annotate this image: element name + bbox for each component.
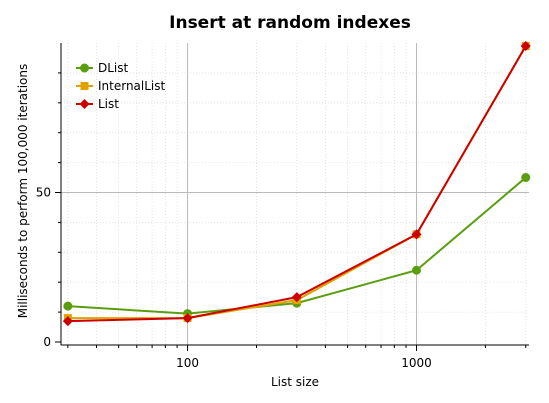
data-point [62, 316, 73, 327]
data-point [521, 173, 531, 183]
y-axis-label: Milliseconds to perform 100,000 iteratio… [16, 64, 30, 319]
axes: 100 1000 0 50 [36, 43, 529, 370]
x-tick-label: 1000 [401, 356, 432, 370]
grid [61, 43, 529, 345]
series-list [62, 40, 531, 327]
legend-item: List [76, 97, 119, 111]
x-tick-label: 100 [176, 356, 199, 370]
legend-marker [80, 82, 89, 90]
series [62, 40, 531, 327]
data-point [520, 40, 531, 51]
legend-marker [80, 63, 89, 73]
y-tick-label: 50 [36, 186, 51, 200]
y-tick-label: 0 [43, 335, 51, 349]
data-point [182, 313, 193, 324]
legend-marker [79, 99, 90, 109]
legend-label: InternalList [98, 79, 166, 93]
legend-item: InternalList [76, 79, 166, 93]
legend-label: DList [98, 61, 129, 75]
data-point [411, 229, 422, 240]
data-point [63, 301, 73, 311]
data-point [291, 292, 302, 303]
data-point [412, 265, 422, 275]
chart-title: Insert at random indexes [169, 13, 411, 33]
legend-label: List [98, 97, 119, 111]
legend-item: DList [76, 61, 129, 75]
x-axis-label: List size [271, 375, 319, 389]
legend: DList InternalList List [76, 61, 166, 111]
